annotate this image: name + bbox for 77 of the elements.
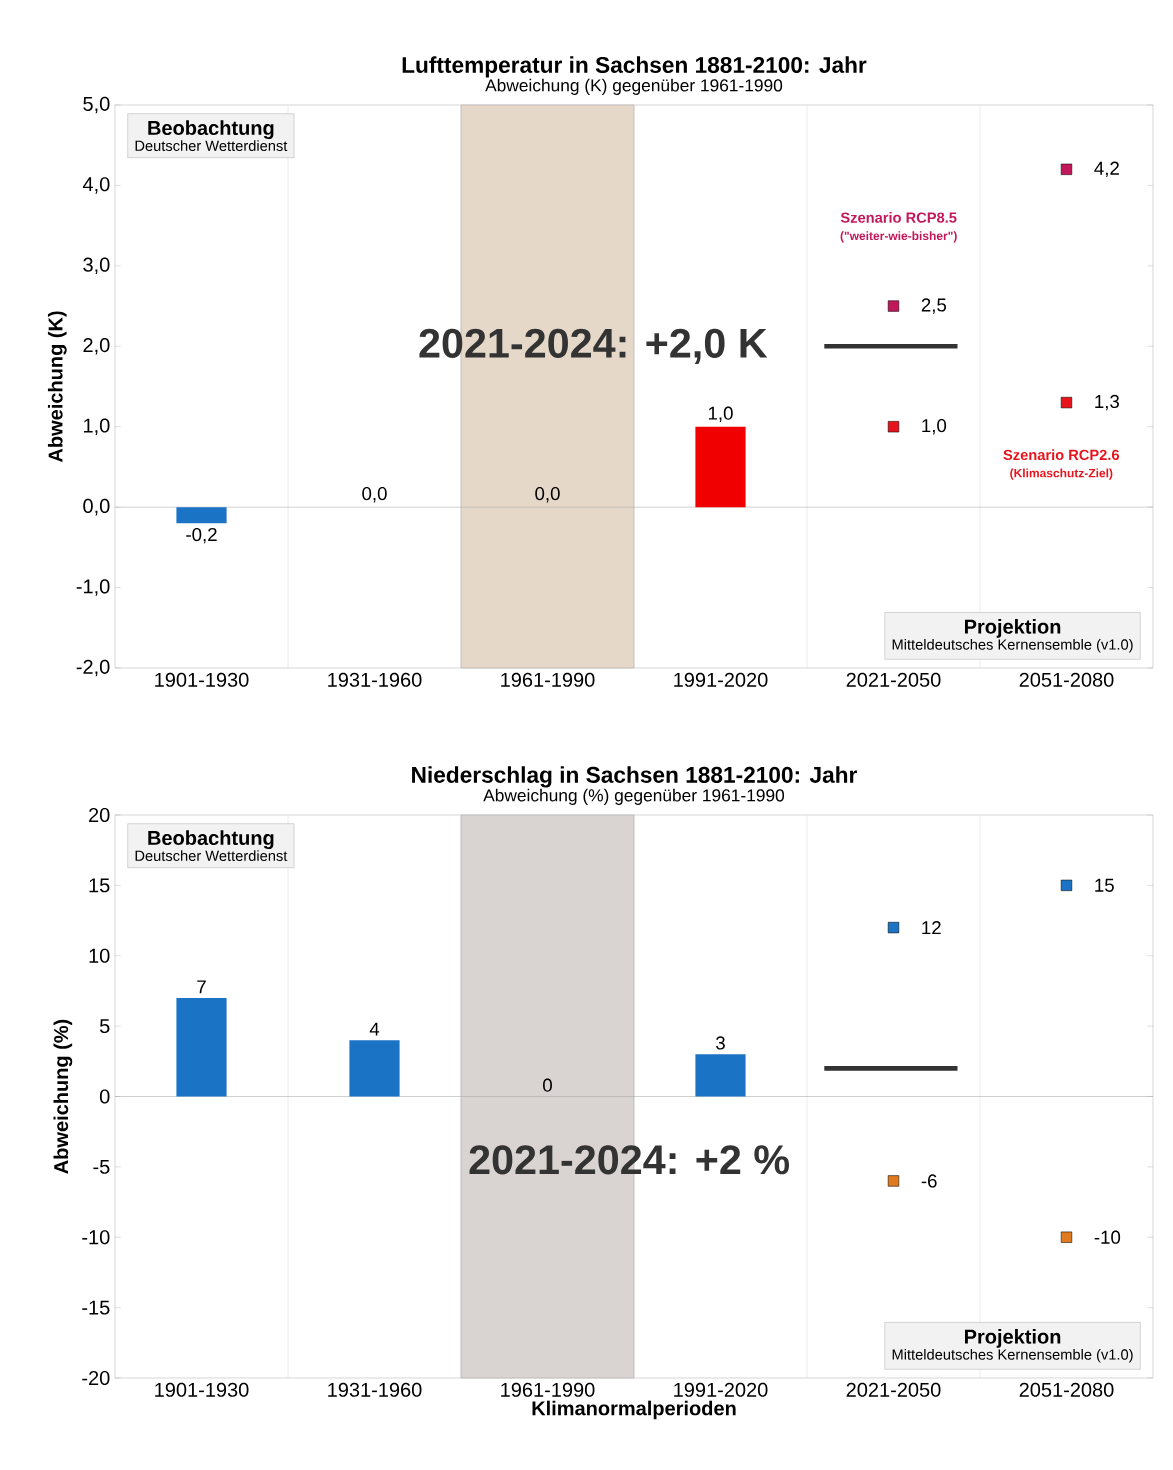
y-tick-label: -1,0 — [76, 579, 110, 596]
x-tick-label: 2051-2080 — [1019, 672, 1114, 687]
annotation: Beobachtung — [148, 830, 274, 850]
y-tick-label: 0 — [99, 1089, 110, 1104]
bar — [695, 1054, 746, 1097]
chart-title: Niederschlag in Sachsen 1881-2100: Jahr — [412, 766, 857, 788]
data-label: 12 — [922, 921, 941, 935]
x-tick-label: 1931-1960 — [328, 1382, 422, 1397]
chart-subtitle: Abweichung (K) gegenüber 1961-1990 — [485, 78, 783, 95]
bar — [176, 997, 227, 1097]
y-tick-label: 15 — [89, 878, 110, 893]
x-tick-label: 1961-1990 — [501, 672, 595, 687]
x-tick-label: 1931-1960 — [328, 672, 422, 687]
data-label: 0,0 — [362, 486, 387, 503]
y-tick-label: -15 — [82, 1300, 110, 1315]
annotation: (Klimaschutz-Ziel) — [1010, 468, 1113, 480]
x-tick-label: 1901-1930 — [155, 1382, 249, 1397]
data-label: 3 — [716, 1036, 725, 1050]
y-tick-label: 1,0 — [84, 418, 110, 435]
y-tick-label: 4,0 — [82, 177, 110, 194]
chart-subtitle: Abweichung (%) gegenüber 1961-1990 — [483, 788, 785, 805]
bar — [349, 1040, 400, 1097]
data-label: 0,0 — [535, 486, 560, 503]
text: Szenario RCP2.6 — [1003, 449, 1120, 461]
y-tick-label: -5 — [93, 1159, 110, 1174]
annotation: Projektion — [964, 1329, 1061, 1348]
text: Szenario RCP8.5 — [840, 212, 957, 223]
x-tick-label: 2021-2050 — [846, 672, 941, 687]
annotation: Deutscher Wetterdienst — [135, 140, 288, 152]
y-tick-label: 5,0 — [83, 96, 110, 114]
y-tick-label: 2,0 — [83, 338, 110, 355]
data-label: 1,3 — [1095, 394, 1119, 411]
ref-line-label: 2021-2024: +2 % — [469, 1145, 790, 1175]
y-tick-label: 3,0 — [83, 257, 110, 275]
data-label: 4,2 — [1094, 161, 1119, 178]
data-label: 15 — [1095, 878, 1114, 892]
data-label: 0 — [543, 1078, 552, 1092]
point — [887, 1175, 900, 1187]
y-tick-label: 20 — [89, 807, 110, 823]
y-axis-title: Abweichung (K) — [47, 311, 67, 463]
ref-line-label: 2021-2024: +2,0 K — [419, 328, 768, 364]
annotation: Mitteldeutsches Kernensemble (v1.0) — [892, 638, 1133, 653]
x-axis-title: Klimanormalperioden — [532, 1400, 736, 1420]
y-tick-label: -2,0 — [76, 659, 110, 677]
data-label: 2,5 — [921, 298, 947, 314]
data-label: 7 — [197, 980, 206, 994]
annotation: Mitteldeutsches Kernensemble (v1.0) — [892, 1348, 1133, 1363]
point — [887, 921, 900, 934]
point — [1060, 879, 1073, 891]
data-label: 4 — [369, 1022, 380, 1036]
annotation: ("weiter-wie-bisher") — [840, 231, 957, 243]
y-tick-label: 10 — [89, 948, 110, 963]
y-tick-label: -20 — [82, 1370, 110, 1386]
point — [1060, 1231, 1073, 1243]
x-tick-label: 2051-2080 — [1019, 1382, 1114, 1397]
data-label: -10 — [1094, 1230, 1121, 1244]
x-tick-label: 1901-1930 — [155, 672, 249, 687]
y-tick-label: 5 — [99, 1019, 110, 1034]
annotation: Beobachtung — [148, 120, 274, 140]
data-label: -0,2 — [186, 527, 217, 544]
annotation: Deutscher Wetterdienst — [135, 850, 288, 862]
x-tick-label: 2021-2050 — [846, 1382, 941, 1397]
data-label: 1,0 — [922, 418, 947, 435]
annotation: Projektion — [964, 619, 1061, 638]
y-tick-label: -10 — [82, 1230, 110, 1245]
y-axis-title: Abweichung (%) — [53, 1019, 73, 1174]
x-tick-label: 1991-2020 — [674, 672, 768, 687]
data-label: -6 — [921, 1174, 937, 1188]
point — [1060, 163, 1073, 175]
point — [887, 300, 900, 312]
data-label: 1,0 — [708, 406, 733, 422]
point — [887, 421, 900, 433]
chart-title: Lufttemperatur in Sachsen 1881-2100: Jahr — [402, 56, 867, 78]
y-tick-label: 0,0 — [83, 498, 110, 516]
x-tick-label: 1991-2020 — [674, 1382, 768, 1397]
point — [1060, 396, 1073, 409]
x-tick-label: 1961-1990 — [501, 1382, 595, 1397]
